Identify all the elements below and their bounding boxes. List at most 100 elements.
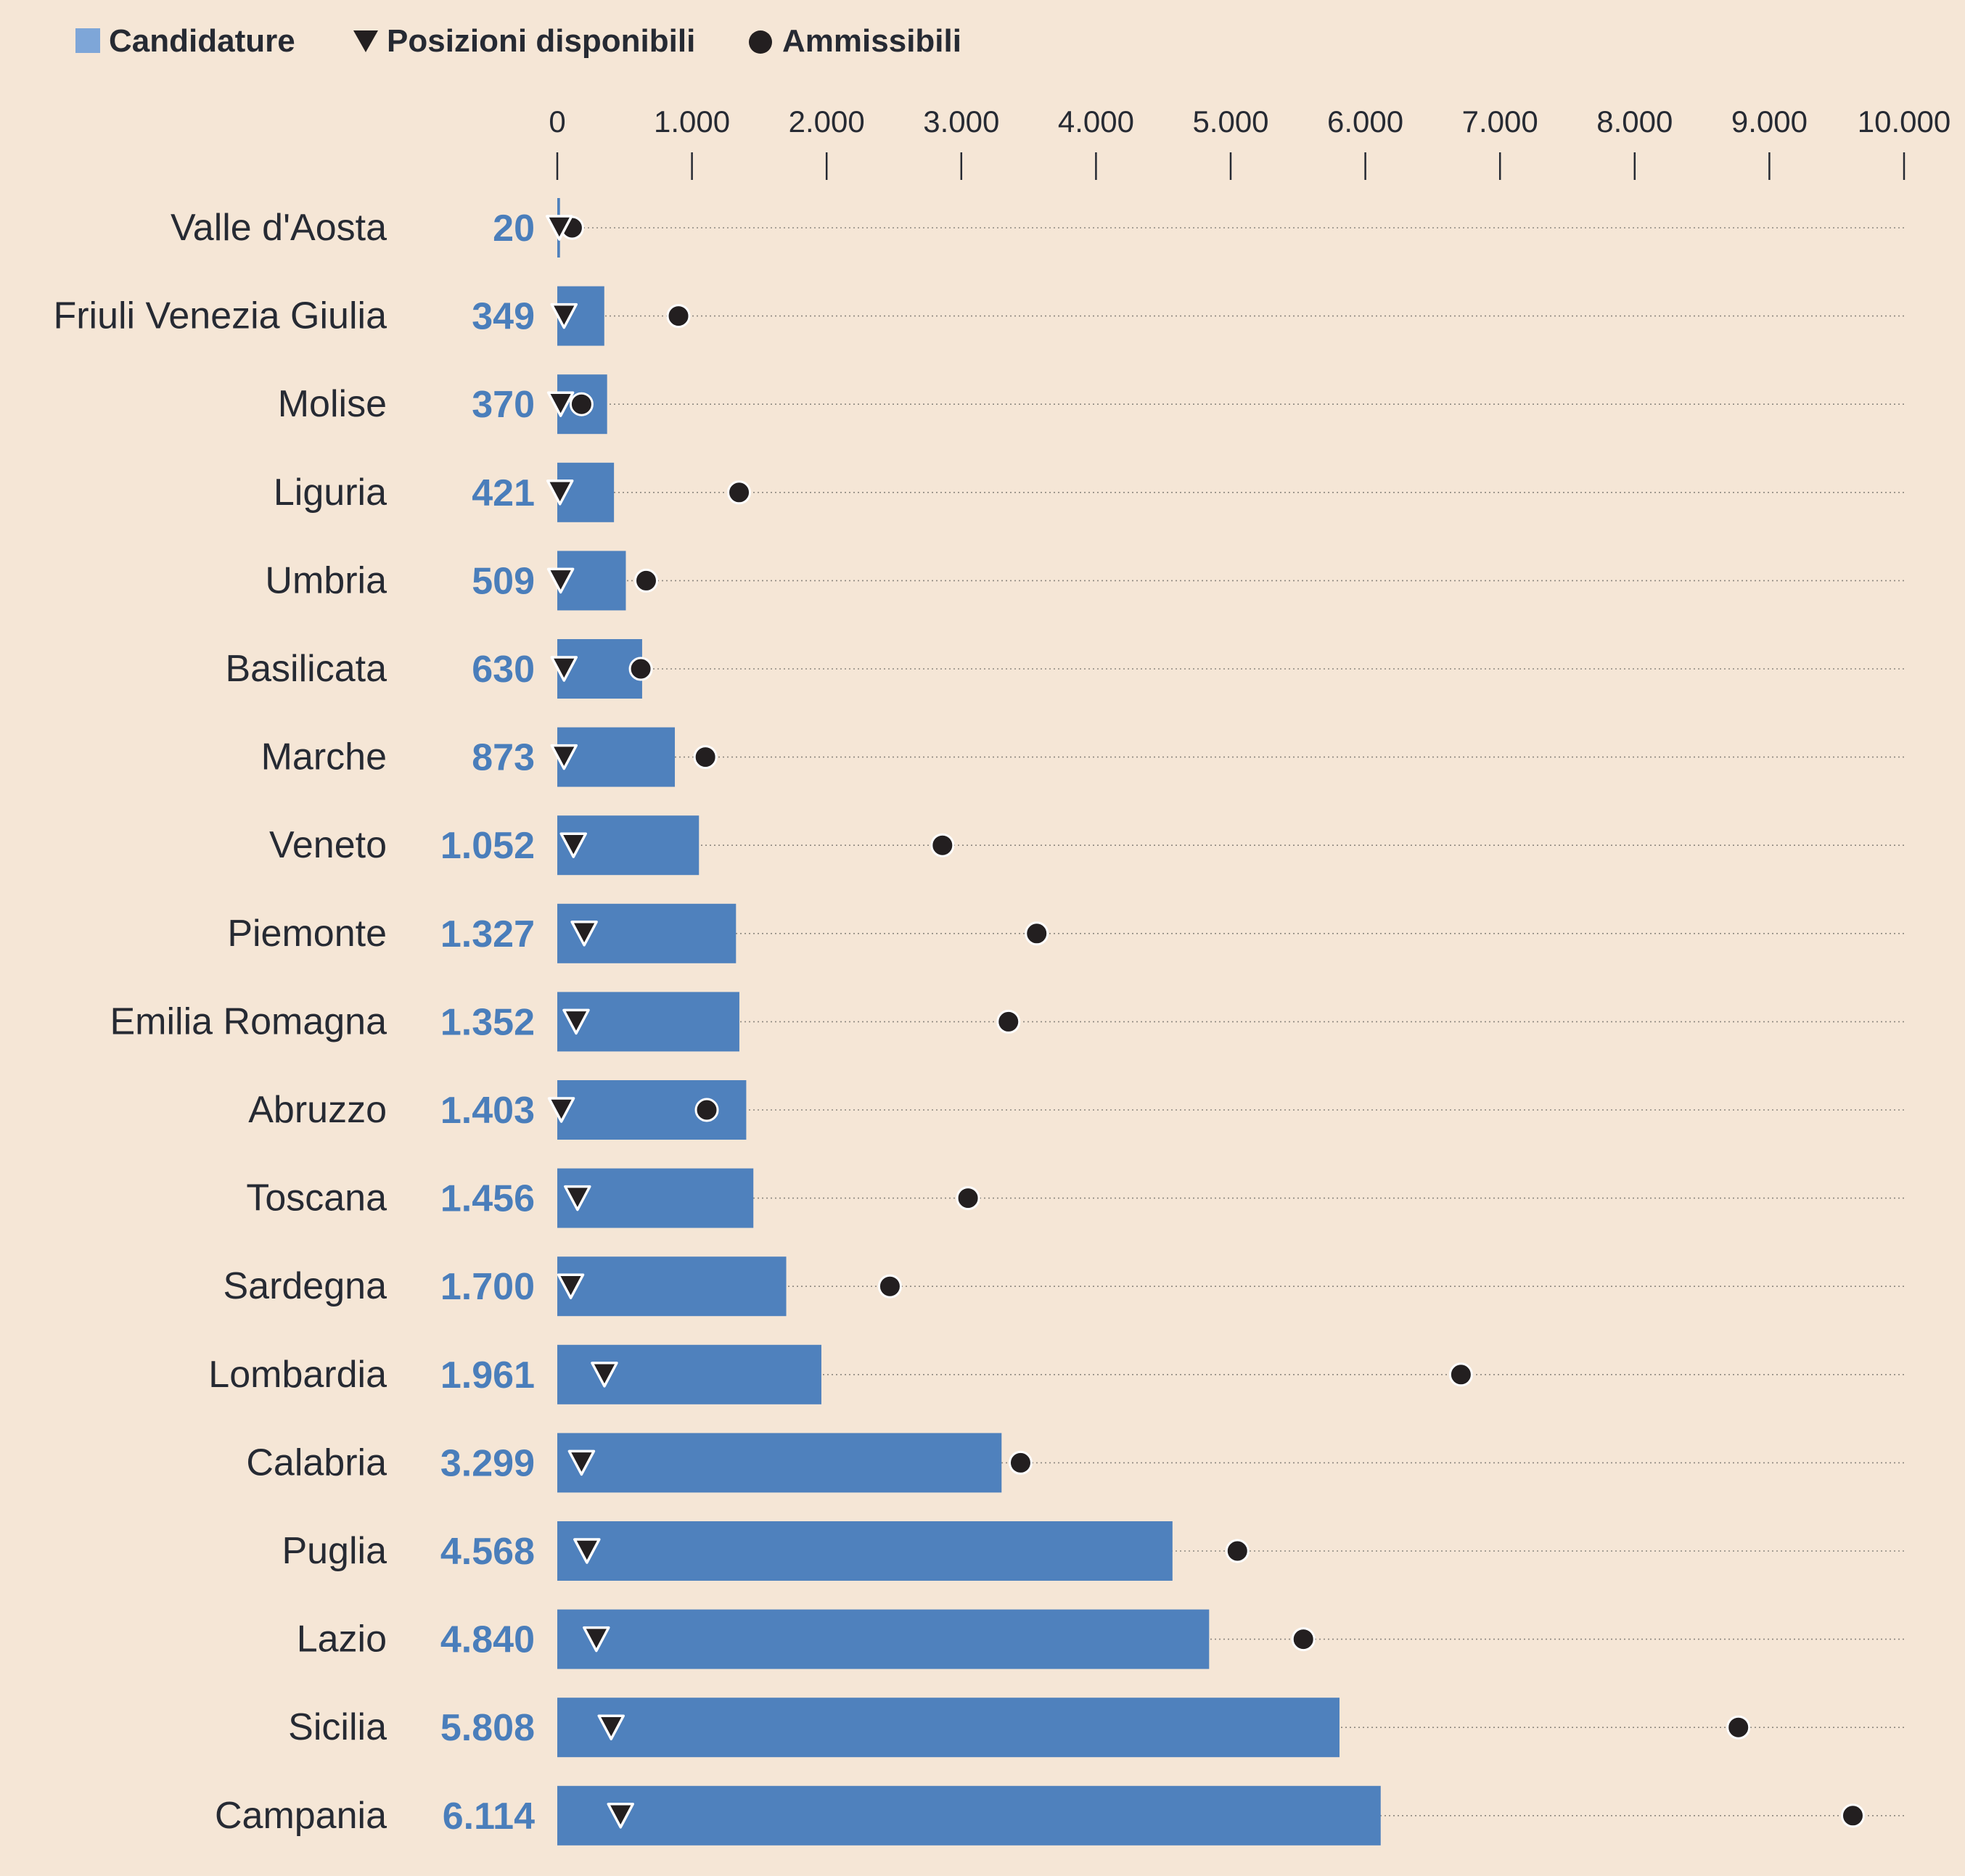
marker-posizioni <box>573 1538 601 1564</box>
legend-candidature-swatch <box>75 28 100 53</box>
marker-ammissibili <box>1448 1362 1473 1387</box>
marker-ammissibili <box>693 745 718 770</box>
region-label: Toscana <box>246 1177 387 1219</box>
value-label: 6.114 <box>443 1795 535 1838</box>
region-label: Liguria <box>274 472 387 514</box>
marker-posizioni <box>591 1362 618 1388</box>
marker-posizioni <box>607 1803 634 1829</box>
x-tick-label: 3.000 <box>923 104 999 139</box>
x-tick-label: 5.000 <box>1192 104 1268 139</box>
marker-posizioni <box>559 832 588 858</box>
x-tick-label: 10.000 <box>1858 104 1950 139</box>
marker-posizioni <box>567 1449 596 1476</box>
legend-posizioni-label: Posizioni disponibili <box>387 23 695 59</box>
marker-posizioni <box>546 391 575 417</box>
marker-posizioni <box>564 1185 591 1211</box>
x-tick-label: 0 <box>549 104 565 139</box>
value-label: 421 <box>472 472 535 514</box>
value-label: 1.327 <box>440 913 535 955</box>
marker-ammissibili <box>956 1186 980 1211</box>
value-label: 3.299 <box>440 1442 535 1484</box>
region-label: Calabria <box>246 1441 387 1484</box>
region-label: Veneto <box>269 824 387 866</box>
bar-candidature <box>557 1785 1381 1846</box>
value-label: 509 <box>472 560 535 602</box>
region-label: Campania <box>215 1795 387 1837</box>
marker-posizioni <box>570 921 598 947</box>
value-label: 349 <box>472 296 535 338</box>
value-label: 1.352 <box>440 1001 535 1043</box>
region-label: Valle d'Aosta <box>171 207 387 249</box>
region-label: Puglia <box>282 1530 387 1572</box>
marker-ammissibili <box>996 1009 1021 1034</box>
marker-ammissibili <box>1726 1715 1751 1740</box>
marker-posizioni <box>557 1273 585 1299</box>
marker-posizioni <box>597 1714 625 1740</box>
region-label: Friuli Venezia Giulia <box>53 295 387 337</box>
region-label: Abruzzo <box>248 1089 387 1131</box>
marker-ammissibili <box>628 657 653 681</box>
value-label: 4.568 <box>440 1531 535 1573</box>
x-tick-label: 9.000 <box>1731 104 1808 139</box>
region-label: Lazio <box>297 1618 387 1661</box>
marker-ammissibili <box>1840 1803 1865 1828</box>
bar-candidature <box>557 727 676 787</box>
bar-candidature <box>557 1609 1210 1669</box>
marker-ammissibili <box>727 480 752 505</box>
region-label: Marche <box>261 736 387 778</box>
marker-ammissibili <box>877 1274 902 1299</box>
marker-ammissibili <box>633 568 658 593</box>
x-tick-label: 7.000 <box>1462 104 1538 139</box>
bar-candidature <box>557 1433 1002 1493</box>
region-label: Lombardia <box>208 1354 387 1396</box>
value-label: 873 <box>472 737 535 779</box>
value-label: 370 <box>472 384 535 426</box>
marker-posizioni <box>550 303 578 329</box>
legend: Candidature Posizioni disponibili Ammiss… <box>75 23 961 59</box>
value-label: 1.700 <box>440 1266 535 1308</box>
marker-posizioni <box>562 1008 590 1035</box>
marker-ammissibili <box>694 1098 719 1122</box>
region-label: Sicilia <box>288 1706 387 1748</box>
value-label: 630 <box>472 649 535 691</box>
value-label: 20 <box>493 207 535 250</box>
bar-candidature <box>557 551 626 611</box>
value-label: 5.808 <box>440 1707 535 1749</box>
marker-ammissibili <box>1025 921 1049 946</box>
markers <box>546 215 1865 1829</box>
region-label: Piemonte <box>227 913 387 955</box>
region-label: Sardegna <box>223 1265 387 1307</box>
x-axis: 0 1.000 2.000 3.000 4.000 5.000 6.000 7.000 8.00… <box>549 104 1950 180</box>
marker-ammissibili <box>930 833 955 857</box>
marker-posizioni <box>550 656 578 682</box>
value-label: 1.456 <box>440 1178 535 1220</box>
marker-ammissibili <box>1225 1539 1250 1563</box>
x-tick-label: 2.000 <box>789 104 865 139</box>
marker-ammissibili <box>1291 1627 1316 1652</box>
bar-candidature <box>557 992 739 1052</box>
marker-posizioni <box>546 480 574 506</box>
value-label: 1.961 <box>440 1354 535 1396</box>
value-label: 1.052 <box>440 825 535 867</box>
bar-candidature <box>557 1521 1173 1581</box>
circle-icon <box>749 30 772 54</box>
bar-candidature <box>557 1168 754 1228</box>
bar-candidature <box>557 1256 787 1317</box>
region-label: Molise <box>278 383 387 425</box>
marker-posizioni <box>583 1626 610 1653</box>
row-labels: Valle d'Aosta 20 Friuli Venezia Giulia 349 M… <box>53 207 535 1838</box>
value-label: 1.403 <box>440 1090 535 1132</box>
x-tick-label: 4.000 <box>1058 104 1134 139</box>
region-label: Emilia Romagna <box>110 1000 387 1042</box>
value-label: 4.840 <box>440 1619 535 1661</box>
marker-posizioni <box>550 744 578 770</box>
marker-ammissibili <box>569 392 594 416</box>
region-label: Umbria <box>265 559 387 601</box>
marker-posizioni <box>546 567 575 594</box>
bar-candidature <box>557 1698 1340 1758</box>
region-label: Basilicata <box>225 648 387 690</box>
marker-ammissibili <box>666 304 691 329</box>
marker-posizioni <box>546 215 573 241</box>
marker-ammissibili <box>1008 1450 1033 1475</box>
